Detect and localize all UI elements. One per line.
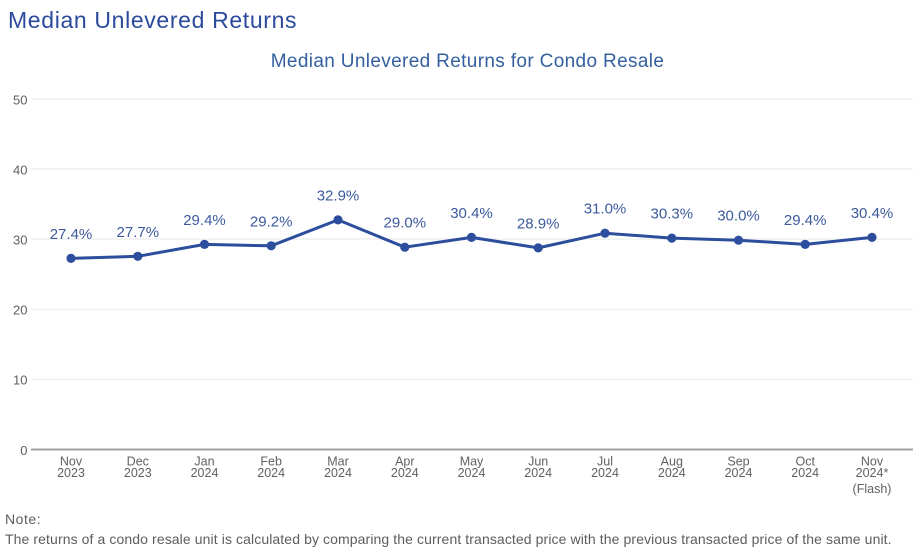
svg-text:Aug: Aug bbox=[661, 455, 683, 469]
svg-text:Feb: Feb bbox=[260, 455, 282, 469]
svg-text:2024: 2024 bbox=[658, 466, 686, 480]
svg-text:2023: 2023 bbox=[124, 466, 152, 480]
svg-text:Mar: Mar bbox=[327, 455, 349, 469]
svg-text:Sep: Sep bbox=[727, 455, 749, 469]
svg-text:2024: 2024 bbox=[391, 466, 419, 480]
svg-text:Dec: Dec bbox=[127, 455, 149, 469]
svg-text:Oct: Oct bbox=[795, 455, 815, 469]
svg-text:30.0%: 30.0% bbox=[717, 208, 760, 225]
svg-text:2024*: 2024* bbox=[856, 466, 889, 480]
svg-text:31.0%: 31.0% bbox=[584, 201, 627, 218]
svg-text:0: 0 bbox=[20, 443, 27, 458]
svg-text:27.7%: 27.7% bbox=[117, 224, 160, 241]
svg-text:2024: 2024 bbox=[791, 466, 819, 480]
svg-text:29.0%: 29.0% bbox=[384, 215, 427, 232]
svg-text:28.9%: 28.9% bbox=[517, 215, 560, 232]
svg-text:2024: 2024 bbox=[725, 466, 753, 480]
svg-text:2024: 2024 bbox=[458, 466, 486, 480]
svg-text:Nov: Nov bbox=[60, 455, 83, 469]
svg-text:Nov: Nov bbox=[861, 455, 884, 469]
svg-text:2024: 2024 bbox=[324, 466, 352, 480]
svg-text:27.4%: 27.4% bbox=[50, 226, 93, 243]
svg-text:Jan: Jan bbox=[194, 455, 214, 469]
svg-text:2024: 2024 bbox=[191, 466, 219, 480]
svg-text:30.4%: 30.4% bbox=[450, 205, 493, 222]
svg-text:2024: 2024 bbox=[591, 466, 619, 480]
svg-text:30: 30 bbox=[13, 233, 27, 248]
svg-text:Apr: Apr bbox=[395, 455, 414, 469]
svg-text:50: 50 bbox=[13, 92, 27, 107]
svg-text:Jul: Jul bbox=[597, 455, 613, 469]
svg-text:Jun: Jun bbox=[528, 455, 548, 469]
svg-text:20: 20 bbox=[13, 303, 27, 318]
svg-text:32.9%: 32.9% bbox=[317, 187, 360, 204]
svg-text:30.4%: 30.4% bbox=[851, 205, 894, 222]
svg-text:30.3%: 30.3% bbox=[651, 206, 694, 223]
svg-text:2024: 2024 bbox=[257, 466, 285, 480]
svg-text:29.4%: 29.4% bbox=[784, 212, 827, 229]
svg-text:2024: 2024 bbox=[524, 466, 552, 480]
svg-text:29.4%: 29.4% bbox=[183, 212, 226, 229]
svg-text:2023: 2023 bbox=[57, 466, 85, 480]
svg-text:29.2%: 29.2% bbox=[250, 213, 293, 230]
svg-text:(Flash): (Flash) bbox=[853, 482, 892, 496]
svg-text:May: May bbox=[460, 455, 484, 469]
svg-text:10: 10 bbox=[13, 373, 27, 388]
svg-text:40: 40 bbox=[13, 162, 27, 177]
